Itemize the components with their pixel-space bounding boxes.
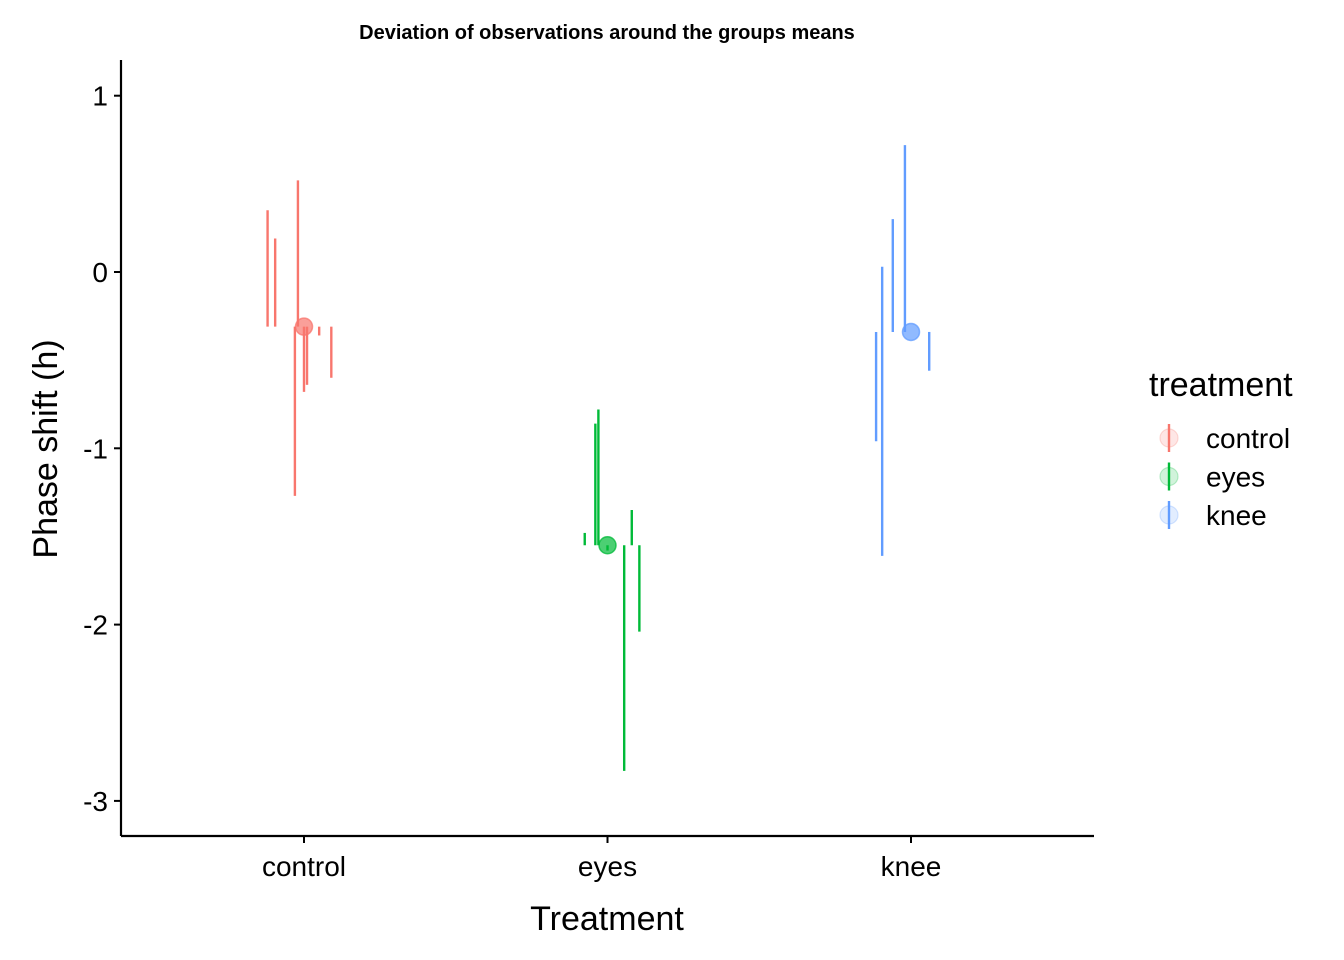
- mean-point-knee: [901, 322, 921, 342]
- observation-segments: [266, 145, 931, 771]
- y-tick-label: -1: [83, 433, 108, 464]
- x-axis-title: Treatment: [530, 900, 684, 938]
- x-axis-ticks: control eyes knee: [262, 836, 941, 882]
- y-tick-label: -2: [83, 610, 108, 641]
- legend-label: eyes: [1206, 462, 1265, 493]
- legend-items: control eyes knee: [1159, 423, 1290, 531]
- mean-point-control: [294, 317, 314, 336]
- legend-title: treatment: [1149, 366, 1293, 404]
- chart-title: Deviation of observations around the gro…: [359, 22, 855, 44]
- y-tick-label: 1: [92, 81, 108, 112]
- y-axis-title: Phase shift (h): [27, 339, 65, 558]
- y-tick-label: 0: [92, 257, 108, 288]
- legend-item-eyes: eyes: [1159, 462, 1265, 493]
- legend-item-control: control: [1159, 423, 1290, 454]
- plot-area: [266, 145, 931, 771]
- legend-label: control: [1206, 423, 1290, 454]
- legend: treatment control eyes knee: [1149, 366, 1293, 531]
- legend-label: knee: [1206, 500, 1267, 531]
- group-means: [294, 317, 921, 555]
- legend-item-knee: knee: [1159, 500, 1267, 531]
- mean-point-eyes: [598, 536, 617, 555]
- y-axis-ticks: -3 -2 -1 0 1: [83, 81, 121, 817]
- x-tick-label: knee: [881, 851, 942, 882]
- x-tick-label: eyes: [578, 851, 637, 882]
- y-tick-label: -3: [83, 786, 108, 817]
- x-tick-label: control: [262, 851, 346, 882]
